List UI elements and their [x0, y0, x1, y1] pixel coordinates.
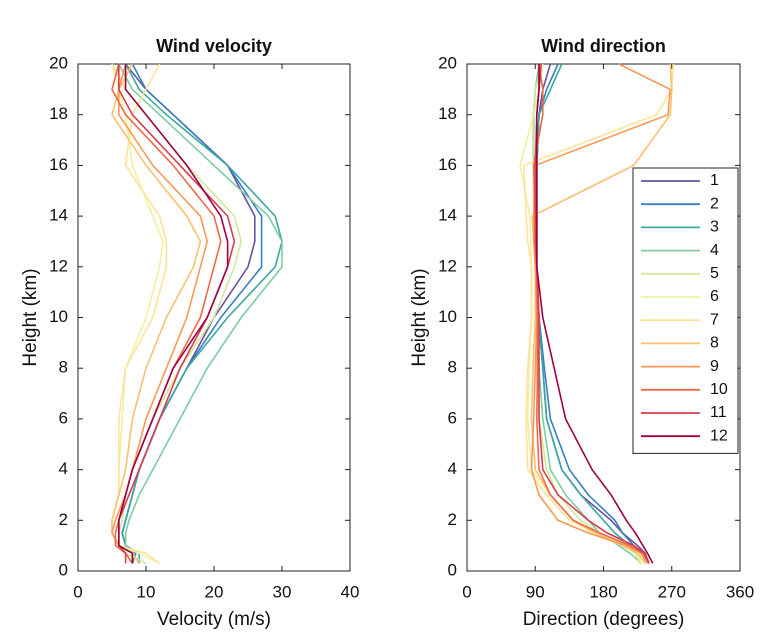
x-tick-label: 270: [658, 582, 686, 601]
legend-label: 8: [710, 335, 719, 352]
y-tick-label: 0: [59, 560, 68, 579]
y-axis-label: Height (km): [20, 268, 41, 366]
series-line: [111, 63, 209, 564]
x-tick-label: 0: [73, 582, 82, 601]
series-line: [536, 64, 654, 564]
legend-label: 10: [710, 381, 728, 398]
y-tick-label: 10: [438, 307, 457, 326]
y-tick-label: 6: [59, 408, 68, 427]
y-tick-label: 2: [59, 510, 68, 529]
x-tick-label: 40: [341, 582, 360, 601]
legend-label: 7: [710, 311, 719, 328]
legend-label: 4: [710, 242, 719, 259]
y-tick-label: 8: [448, 358, 457, 377]
legend-label: 12: [710, 427, 728, 444]
x-tick-label: 30: [273, 582, 292, 601]
x-tick-label: 10: [137, 582, 156, 601]
y-tick-label: 16: [438, 155, 457, 174]
legend-label: 2: [710, 195, 719, 212]
y-tick-label: 8: [59, 358, 68, 377]
y-tick-label: 14: [49, 206, 68, 225]
x-axis-label: Direction (degrees): [523, 609, 685, 630]
y-tick-label: 4: [448, 459, 457, 478]
series-line: [530, 63, 673, 564]
y-tick-label: 16: [49, 155, 68, 174]
legend-label: 5: [710, 265, 719, 282]
legend-label: 9: [710, 358, 719, 375]
series-line: [121, 63, 283, 564]
y-tick-label: 0: [448, 560, 457, 579]
y-tick-label: 12: [49, 256, 68, 275]
legend-label: 1: [710, 172, 719, 189]
y-tick-label: 18: [49, 104, 68, 123]
legend-label: 3: [710, 219, 719, 236]
y-axis-label: Height (km): [409, 268, 430, 366]
chart-title: Wind velocity: [156, 36, 272, 56]
legend-label: 6: [710, 288, 719, 305]
x-tick-label: 90: [526, 582, 545, 601]
y-tick-label: 14: [438, 206, 457, 225]
x-tick-label: 180: [589, 582, 617, 601]
y-tick-label: 6: [448, 408, 457, 427]
x-tick-label: 360: [726, 582, 754, 601]
y-tick-label: 20: [438, 53, 457, 72]
series-line: [530, 63, 672, 564]
y-tick-label: 10: [49, 307, 68, 326]
legend-label: 11: [710, 404, 727, 421]
x-tick-label: 20: [205, 582, 224, 601]
series-line: [118, 64, 229, 564]
y-tick-label: 12: [438, 256, 457, 275]
y-tick-label: 4: [59, 459, 68, 478]
legend-box: [632, 167, 739, 454]
x-axis-label: Velocity (m/s): [157, 609, 271, 630]
y-tick-label: 2: [448, 510, 457, 529]
series-line: [534, 63, 650, 564]
series-line: [118, 63, 283, 564]
chart-title: Wind direction: [541, 36, 666, 56]
x-tick-label: 0: [462, 582, 471, 601]
y-tick-label: 20: [49, 53, 68, 72]
y-tick-label: 18: [438, 104, 457, 123]
